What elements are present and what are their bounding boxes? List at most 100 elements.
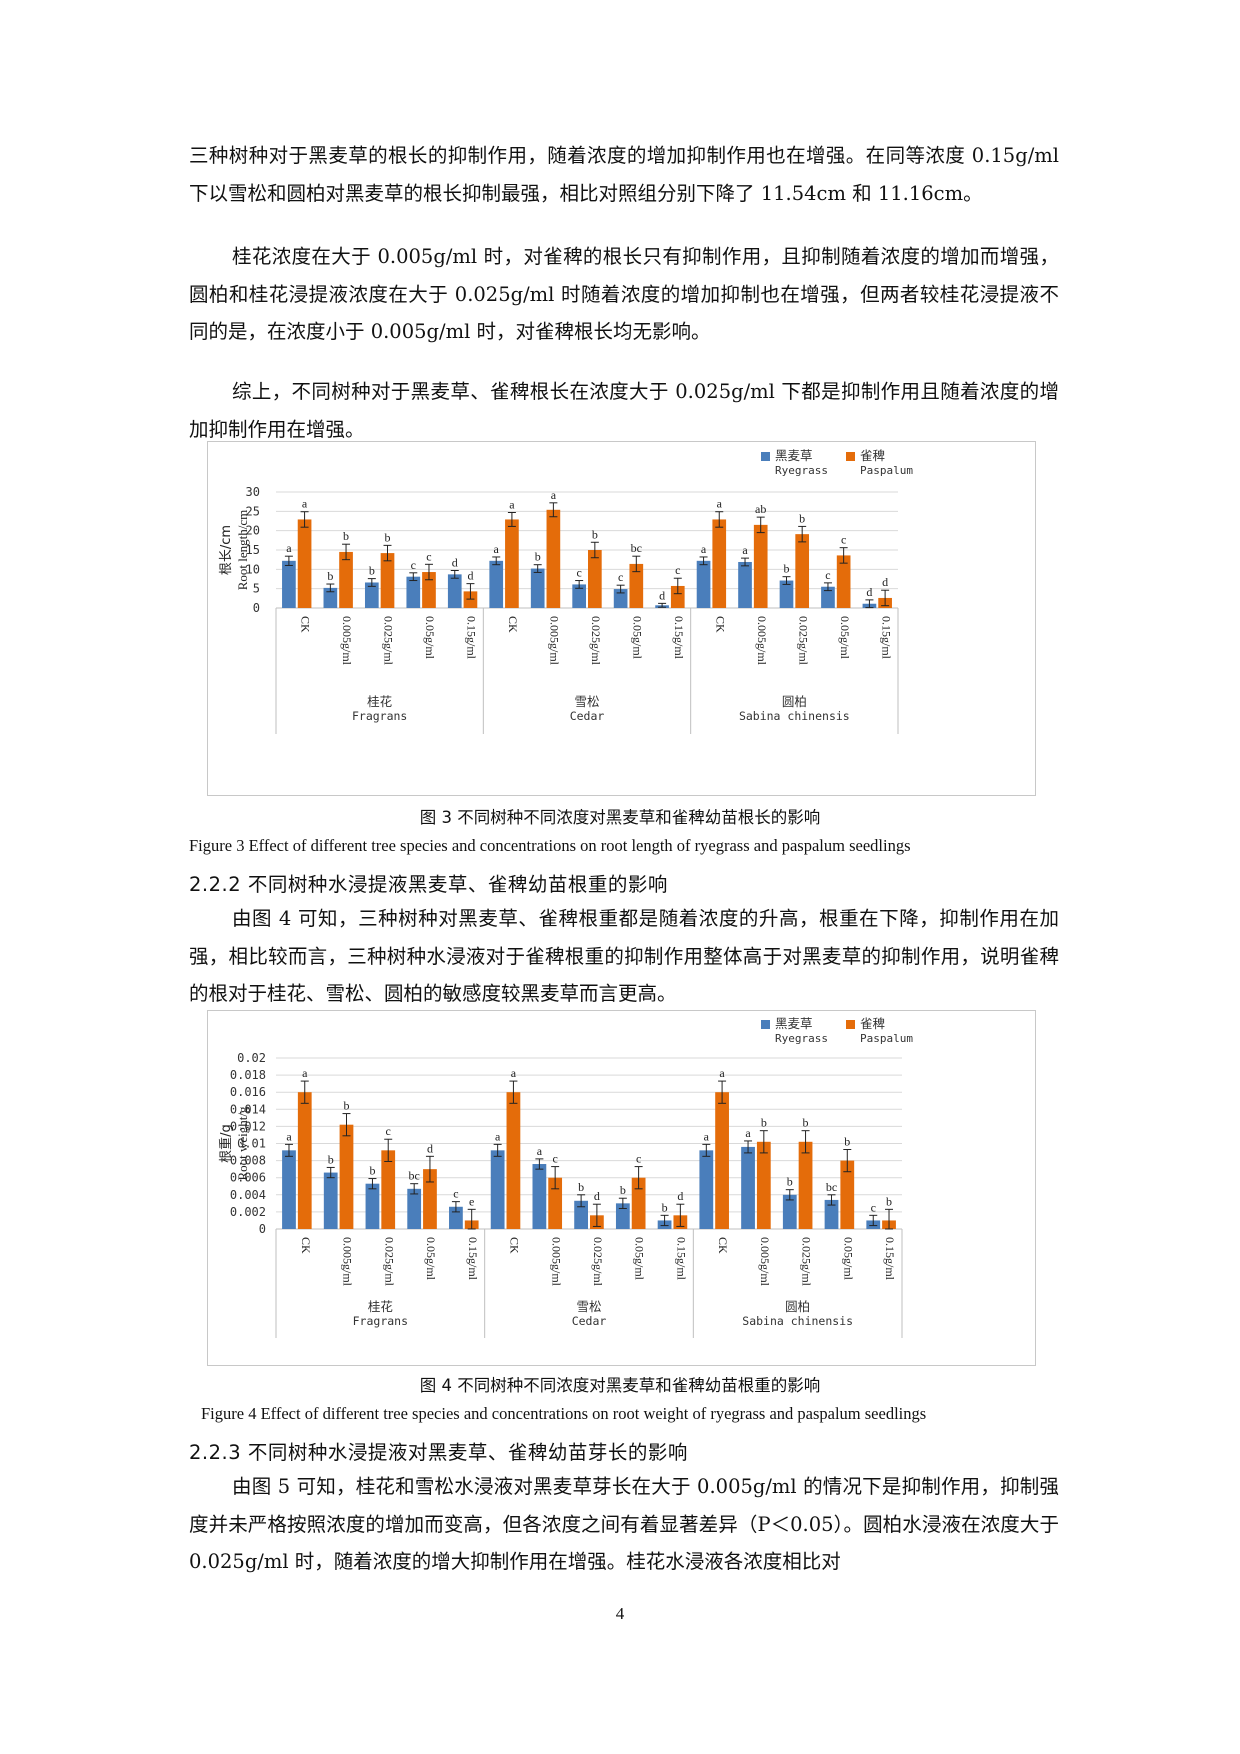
- legend-swatch-ryegrass: [761, 452, 770, 461]
- significance-label: a: [537, 1144, 543, 1158]
- bar-paspalum: [339, 551, 353, 608]
- legend-swatch-ryegrass: [761, 1020, 770, 1029]
- paragraph-shoot-length: 由图 5 可知，桂花和雪松水浸液对黑麦草芽长在大于 0.005g/ml 的情况下…: [189, 1475, 1059, 1573]
- figure-4-root-weight-chart: 0 0.002 0.004 0.006 0.008 0.01 0.012 0.014 0.016…: [207, 1010, 1036, 1366]
- page-number: 4: [615, 1604, 625, 1623]
- y-tick-label: 0: [253, 601, 260, 615]
- significance-label: a: [495, 1129, 501, 1143]
- significance-label: b: [844, 1134, 850, 1148]
- significance-label: b: [787, 1175, 793, 1189]
- bar-ryegrass: [699, 1150, 714, 1229]
- x-tick-label: 0.025g/ml: [796, 616, 810, 666]
- bar-ryegrass: [613, 589, 628, 608]
- bar-paspalum: [836, 555, 851, 608]
- y-tick-label: 15: [246, 543, 260, 557]
- figure-4-svg: 0 0.002 0.004 0.006 0.008 0.01 0.012 0.014 0.016…: [218, 1016, 913, 1338]
- significance-label: a: [509, 497, 515, 511]
- x-tick-label: 0.005g/ml: [548, 616, 562, 666]
- significance-label: a: [717, 497, 723, 511]
- y-axis-title-cn: 根长/cm: [219, 525, 234, 575]
- group-label-en: Fragrans: [352, 709, 407, 723]
- significance-label: b: [343, 1099, 349, 1113]
- y-tick-label: 0.004: [230, 1188, 266, 1202]
- bar-paspalum: [631, 1177, 646, 1229]
- y-tick-label: 5: [253, 582, 260, 596]
- significance-label: b: [803, 1116, 809, 1130]
- significance-label: a: [511, 1066, 517, 1080]
- legend-label-cn: 雀稗: [860, 448, 885, 463]
- x-tick-label: 0.025g/ml: [382, 1237, 396, 1287]
- x-tick-label: 0.05g/ml: [630, 616, 644, 660]
- significance-label: d: [467, 569, 473, 583]
- group-label-cn: 圆柏: [785, 1299, 810, 1314]
- legend-label-en: Ryegrass: [775, 1032, 828, 1045]
- bar-paspalum: [712, 519, 727, 608]
- bar-paspalum: [795, 534, 810, 608]
- y-axis-title-en: Root length/cm: [235, 510, 250, 591]
- bar-paspalum: [715, 1092, 729, 1229]
- bar-ryegrass: [779, 580, 794, 608]
- significance-label: a: [302, 497, 308, 511]
- bar-ryegrass: [741, 1146, 755, 1229]
- significance-label: c: [841, 533, 846, 547]
- group-label-en: Cedar: [572, 1314, 607, 1328]
- group-label-en: Fragrans: [353, 1314, 408, 1328]
- x-tick-label: 0.005g/ml: [549, 1237, 563, 1287]
- bar-ryegrass: [406, 576, 421, 608]
- x-tick-label: 0.05g/ml: [841, 1237, 855, 1281]
- significance-label: a: [286, 1129, 292, 1143]
- y-tick-label: 20: [246, 524, 260, 538]
- significance-label: a: [286, 541, 292, 555]
- significance-label: c: [871, 1200, 876, 1214]
- y-tick-label: 0.014: [230, 1102, 266, 1116]
- legend-swatch-paspalum: [846, 1020, 855, 1029]
- significance-label: b: [662, 1200, 668, 1214]
- bar-ryegrass: [489, 560, 504, 608]
- y-tick-label: 0.01: [237, 1137, 266, 1151]
- significance-label: c: [825, 568, 830, 582]
- significance-label: c: [386, 1124, 391, 1138]
- figure-3-caption-en: Figure 3 Effect of different tree specie…: [189, 836, 911, 855]
- bar-ryegrass: [532, 1164, 547, 1229]
- figure-4-caption-cn: 图 4 不同树种不同浓度对黑麦草和雀稗幼苗根重的影响: [419, 1376, 821, 1395]
- group-label-cn: 雪松: [574, 694, 599, 709]
- significance-label: b: [369, 564, 375, 578]
- bar-ryegrass: [821, 586, 835, 608]
- significance-label: b: [535, 550, 541, 564]
- bar-ryegrass: [490, 1150, 505, 1229]
- bar-ryegrass: [282, 1150, 296, 1229]
- section-heading-2-2-2: 2.2.2 不同树种水浸提液黑麦草、雀稗幼苗根重的影响: [189, 873, 668, 896]
- x-tick-label: 0.005g/ml: [341, 1237, 355, 1287]
- bar-ryegrass: [824, 1199, 839, 1229]
- significance-label: b: [620, 1183, 626, 1197]
- bar-paspalum: [380, 553, 395, 608]
- significance-label: b: [328, 1152, 334, 1166]
- bar-paspalum: [423, 1169, 437, 1229]
- x-tick-label: CK: [716, 1237, 730, 1254]
- x-tick-label: 0.025g/ml: [589, 616, 603, 666]
- x-tick-label: 0.05g/ml: [838, 616, 852, 660]
- bar-paspalum: [381, 1150, 396, 1229]
- significance-label: a: [704, 1129, 710, 1143]
- figure-3-caption-cn: 图 3 不同树种不同浓度对黑麦草和雀稗幼苗根长的影响: [419, 808, 821, 827]
- x-tick-label: 0.005g/ml: [755, 616, 769, 666]
- significance-label: b: [578, 1180, 584, 1194]
- significance-label: ab: [755, 502, 766, 516]
- bar-paspalum: [505, 519, 519, 608]
- bar-ryegrass: [615, 1203, 630, 1229]
- y-tick-label: 0.018: [230, 1068, 266, 1082]
- y-axis-title-cn: 根重/g: [218, 1124, 234, 1163]
- section-heading-2-2-3: 2.2.3 不同树种水浸提液对黑麦草、雀稗幼苗芽长的影响: [189, 1441, 688, 1464]
- x-tick-label: 0.025g/ml: [382, 616, 396, 666]
- bar-ryegrass: [282, 560, 296, 608]
- legend-label-cn: 黑麦草: [775, 1016, 813, 1031]
- significance-label: c: [636, 1152, 641, 1166]
- significance-label: bc: [631, 541, 642, 555]
- paragraph-root-length-ryegrass: 三种树种对于黑麦草的根长的抑制作用，随着浓度的增加抑制作用也在增强。在同等浓度 …: [189, 144, 1059, 205]
- y-tick-label: 0.016: [230, 1085, 266, 1099]
- x-tick-label: 0.15g/ml: [672, 616, 686, 660]
- x-tick-label: 0.005g/ml: [340, 616, 354, 666]
- bar-ryegrass: [407, 1188, 422, 1229]
- x-tick-label: CK: [713, 616, 727, 633]
- significance-label: d: [659, 588, 665, 602]
